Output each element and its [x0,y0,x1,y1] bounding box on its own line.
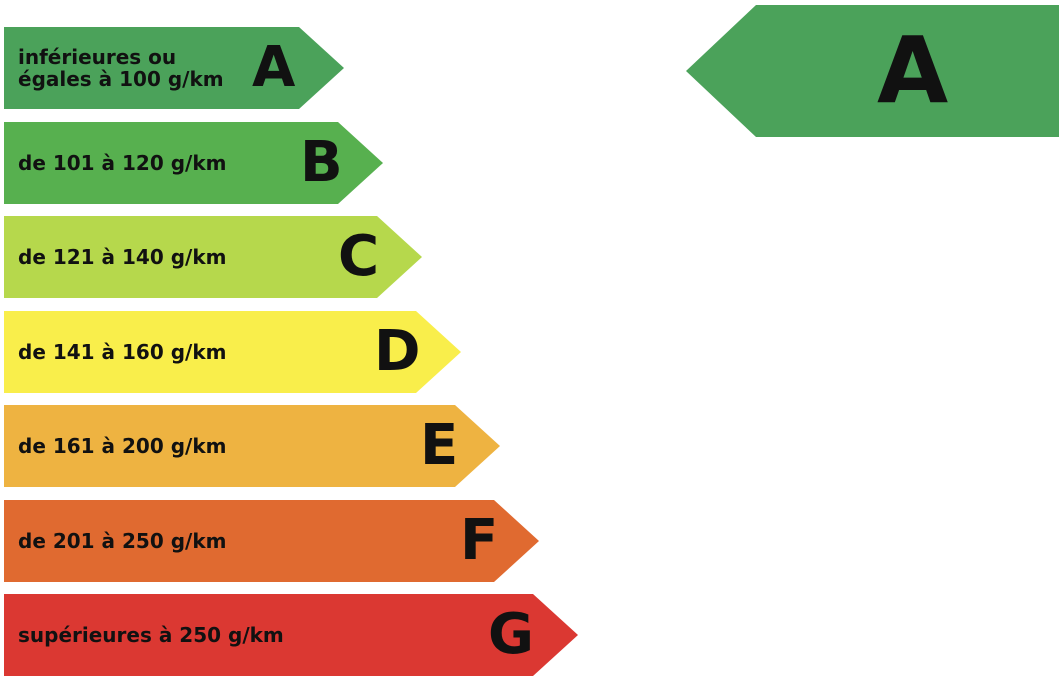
band-f-label: de 201 à 250 g/km [18,529,227,553]
band-b: de 101 à 120 g/km B [4,122,383,204]
band-e: de 161 à 200 g/km E [4,405,500,487]
band-c-arrow [4,216,422,298]
result-letter: A [877,17,949,124]
band-b-label: de 101 à 120 g/km [18,151,227,175]
band-f-letter: F [460,508,499,573]
band-b-arrow [4,122,383,204]
band-g-letter: G [488,602,534,667]
band-a-letter: A [252,35,296,100]
band-d: de 141 à 160 g/km D [4,311,461,393]
band-d-label: de 141 à 160 g/km [18,340,227,364]
band-c-label: de 121 à 140 g/km [18,245,227,269]
band-a: inférieures ou égales à 100 g/km A [4,27,344,109]
band-g-label: supérieures à 250 g/km [18,623,284,647]
band-d-arrow [4,311,461,393]
band-e-arrow [4,405,500,487]
band-f-arrow [4,500,539,582]
band-e-label: de 161 à 200 g/km [18,434,227,458]
band-f: de 201 à 250 g/km F [4,500,539,582]
result-indicator: A [686,5,1059,137]
band-e-letter: E [420,413,459,478]
result-arrow [686,5,1059,137]
band-c: de 121 à 140 g/km C [4,216,422,298]
band-c-letter: C [338,224,380,289]
band-a-arrow [4,27,344,109]
band-d-letter: D [374,319,421,384]
band-b-letter: B [300,130,343,195]
band-a-label: inférieures ou égales à 100 g/km [18,45,224,91]
band-g: supérieures à 250 g/km G [4,594,578,676]
band-g-arrow [4,594,578,676]
